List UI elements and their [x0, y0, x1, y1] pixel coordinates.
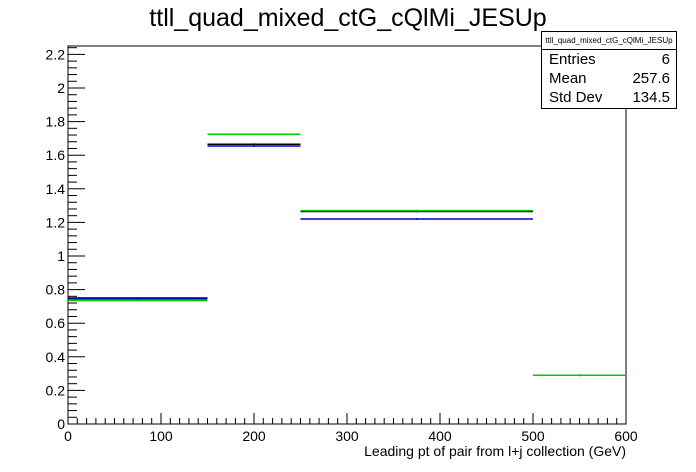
y-tick-label: 1.8 [46, 114, 66, 130]
y-tick-label: 1.6 [46, 147, 66, 163]
y-tick-label: 0.8 [46, 282, 66, 298]
x-tick-label: 200 [242, 428, 266, 444]
x-axis-title: Leading pt of pair from l+j collection (… [364, 443, 626, 459]
stats-value: 6 [661, 51, 670, 68]
stats-box: ttll_quad_mixed_ctG_cQlMi_JESUp Entries … [541, 31, 677, 109]
y-tick-label: 0 [57, 416, 65, 432]
x-tick-label: 600 [614, 428, 638, 444]
stats-label: Std Dev [549, 89, 603, 106]
stats-label: Entries [549, 51, 596, 68]
x-tick-label: 400 [428, 428, 452, 444]
tick-labels: 0 100 200 300 400 500 600 0 0.2 0.4 0.6 0.8 1 1.2 1.4 1… [46, 46, 638, 444]
stats-label: Mean [549, 70, 587, 87]
stats-row-entries: Entries 6 [542, 50, 676, 69]
y-tick-label: 0.4 [46, 349, 66, 365]
histogram-series [68, 133, 626, 377]
axis-ticks [67, 47, 627, 425]
y-tick-label: 0.6 [46, 315, 66, 331]
x-tick-label: 500 [521, 428, 545, 444]
y-tick-label: 1.2 [46, 214, 66, 230]
y-tick-label: 0.2 [46, 382, 66, 398]
stats-value: 257.6 [632, 70, 670, 87]
chart-title: ttll_quad_mixed_ctG_cQlMi_JESUp [149, 4, 547, 32]
stats-value: 134.5 [632, 89, 670, 106]
y-tick-label: 2 [57, 80, 65, 96]
y-tick-label: 2.2 [46, 46, 66, 62]
stats-row-stddev: Std Dev 134.5 [542, 88, 676, 107]
stats-box-title: ttll_quad_mixed_ctG_cQlMi_JESUp [542, 32, 676, 50]
x-tick-label: 300 [335, 428, 359, 444]
x-tick-label: 0 [64, 428, 72, 444]
x-tick-label: 100 [149, 428, 173, 444]
stats-row-mean: Mean 257.6 [542, 69, 676, 88]
y-tick-label: 1 [57, 248, 65, 264]
y-tick-label: 1.4 [46, 181, 66, 197]
